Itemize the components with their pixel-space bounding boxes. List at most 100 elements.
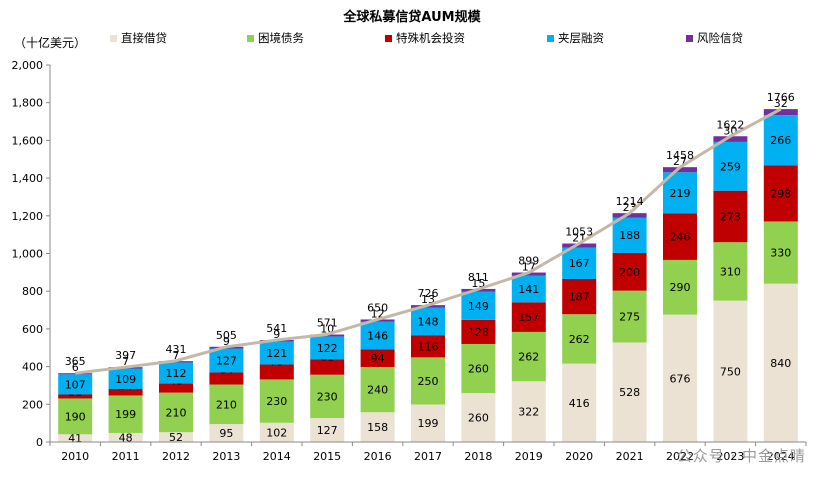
total-label: 505 — [216, 329, 237, 342]
bar-segment — [511, 275, 546, 303]
bar-segment — [209, 424, 244, 442]
bar-segment — [259, 379, 294, 423]
legend-swatch-0 — [110, 35, 117, 42]
legend-swatch-1 — [247, 35, 254, 42]
data-label: 262 — [518, 351, 539, 364]
x-tick-label: 2020 — [565, 450, 593, 463]
bar-segment — [562, 243, 597, 248]
data-label: 250 — [418, 375, 439, 388]
total-label: 899 — [518, 255, 539, 268]
bar-segment — [663, 167, 697, 173]
bar-segment — [58, 373, 93, 375]
data-label: 107 — [65, 378, 86, 391]
data-label: 266 — [770, 134, 791, 147]
x-tick-label: 2017 — [414, 450, 442, 463]
data-label: 127 — [216, 354, 237, 367]
total-label: 726 — [418, 287, 439, 300]
total-label: 431 — [166, 343, 187, 356]
y-axis-unit-label: （十亿美元） — [14, 35, 86, 50]
bar-segment — [461, 291, 496, 320]
x-tick-label: 2018 — [464, 450, 492, 463]
bar-segment — [461, 392, 496, 442]
bar-segment — [562, 314, 597, 364]
x-tick-label: 2016 — [364, 450, 392, 463]
bar-segment — [562, 363, 597, 442]
bar-segment — [713, 141, 748, 191]
x-tick-label: 2014 — [263, 450, 291, 463]
y-tick-label: 0 — [36, 436, 43, 449]
bar-segment — [310, 374, 345, 419]
bar-segment — [763, 221, 798, 284]
y-tick-label: 1,000 — [12, 248, 44, 261]
bar-segment — [763, 115, 798, 166]
bar-segment — [259, 364, 294, 380]
bar-segment — [108, 395, 143, 433]
bar-segment — [511, 381, 546, 442]
bar-segment — [612, 342, 647, 442]
x-tick-label: 2011 — [112, 450, 140, 463]
bar-segment — [360, 349, 395, 367]
data-label: 240 — [367, 384, 388, 397]
bar-segment — [360, 321, 395, 350]
chart-title: 全球私募信贷AUM规模 — [342, 9, 481, 25]
data-label: 528 — [619, 386, 640, 399]
x-tick-label: 2021 — [616, 450, 644, 463]
bar-segment — [58, 374, 93, 395]
data-label: 750 — [720, 365, 741, 378]
data-label: 32 — [774, 97, 788, 110]
bar-segment — [511, 272, 546, 276]
x-tick-label: 2015 — [313, 450, 341, 463]
y-tick-label: 1,200 — [12, 210, 44, 223]
data-label: 109 — [115, 373, 136, 386]
y-tick-label: 1,800 — [12, 97, 44, 110]
bar-segment — [159, 432, 193, 442]
data-label: 121 — [266, 347, 287, 360]
bar-segment — [159, 362, 193, 384]
legend-swatch-3 — [547, 35, 554, 42]
data-label: 199 — [115, 408, 136, 421]
bar-segment — [713, 242, 748, 301]
bar-segment — [310, 336, 345, 360]
total-label: 541 — [266, 322, 287, 335]
data-label: 146 — [367, 329, 388, 342]
bar-segment — [663, 259, 697, 315]
total-label: 1766 — [767, 91, 795, 104]
data-label: 141 — [518, 283, 539, 296]
bars: 4119021107648199341097522104811279521064… — [58, 97, 798, 445]
y-tick-label: 800 — [22, 285, 43, 298]
bar-segment — [310, 359, 345, 375]
legend-label-1: 困境债务 — [258, 31, 304, 45]
data-label: 94 — [371, 352, 385, 365]
bar-segment — [360, 412, 395, 442]
data-label: 219 — [670, 187, 691, 200]
bar-segment — [562, 278, 597, 315]
x-tick-label: 2013 — [212, 450, 240, 463]
y-tick-label: 1,600 — [12, 134, 44, 147]
data-label: 7 — [173, 349, 180, 362]
data-label: 149 — [468, 300, 489, 313]
legend-label-0: 直接借贷 — [121, 31, 167, 45]
total-label: 1622 — [716, 118, 744, 131]
bar-segment — [612, 252, 647, 291]
data-label: 128 — [468, 326, 489, 339]
data-label: 190 — [65, 410, 86, 423]
data-label: 167 — [569, 257, 590, 270]
data-label: 230 — [317, 390, 338, 403]
bar-segment — [411, 404, 445, 442]
data-label: 259 — [720, 160, 741, 173]
bar-segment — [159, 392, 193, 433]
data-label: 210 — [216, 398, 237, 411]
data-label: 200 — [619, 266, 640, 279]
bar-segment — [108, 368, 143, 390]
data-label: 6 — [72, 361, 79, 374]
bar-segment — [209, 384, 244, 425]
bar-segment — [411, 335, 445, 358]
data-label: 676 — [670, 372, 691, 385]
data-label: 188 — [619, 229, 640, 242]
data-label: 273 — [720, 210, 741, 223]
bar-segment — [612, 290, 647, 343]
data-label: 230 — [266, 395, 287, 408]
bar-segment — [612, 217, 647, 253]
bar-segment — [763, 283, 798, 442]
